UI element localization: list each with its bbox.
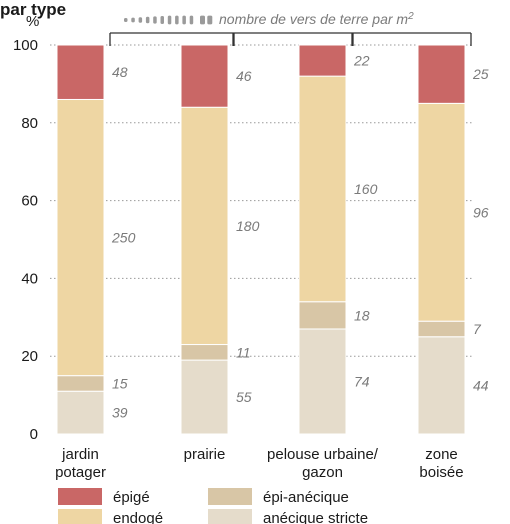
- legend-swatch: [208, 488, 252, 505]
- bar-segment: [298, 75, 347, 303]
- legend-label: épigé: [113, 489, 150, 506]
- count-label: 18: [354, 307, 370, 323]
- count-label: 48: [112, 64, 128, 80]
- legend-swatch: [58, 488, 102, 505]
- count-label: 7: [473, 321, 482, 337]
- legend-item: endogé: [58, 509, 163, 524]
- bar-segment: [56, 375, 105, 392]
- bar-segment: [417, 320, 466, 338]
- grid-lines: [50, 44, 473, 357]
- y-axis: % 0 20 40 60 80 100: [13, 13, 39, 443]
- y-axis-unit: %: [26, 13, 39, 30]
- category-label: prairie: [184, 446, 226, 463]
- legend-swatch: [58, 509, 102, 524]
- y-tick-label: 40: [21, 270, 38, 287]
- count-label: 160: [354, 181, 378, 197]
- bar-segment: [298, 328, 347, 435]
- category-label: jardin potager: [55, 446, 106, 481]
- y-tick-label: 20: [21, 348, 38, 365]
- bars: [56, 44, 466, 435]
- count-label: 39: [112, 405, 128, 421]
- bar-segment: [56, 44, 105, 100]
- count-label: 180: [236, 218, 260, 234]
- count-label: 22: [353, 53, 370, 69]
- count-label: 11: [236, 344, 251, 360]
- count-label: 25: [472, 66, 489, 82]
- bar-segment: [56, 390, 105, 435]
- bar-segment: [417, 336, 466, 435]
- category-label: pelouse urbaine/gazon: [267, 446, 379, 481]
- category-labels: jardin potager prairie pelouse urbaine/gazo…: [55, 446, 464, 481]
- bar-segment: [180, 44, 229, 108]
- legend: épigé épi-anécique endogé anécique stricte: [58, 488, 368, 524]
- y-tick-label: 0: [30, 426, 38, 443]
- page-title: par type: [0, 0, 67, 19]
- value-labels: 39 15 250 48 55 11 180 46 74 18 160 22 44 7 96 25: [111, 53, 489, 421]
- count-label: 44: [473, 377, 489, 393]
- count-label: 15: [112, 375, 128, 391]
- bar-segment: [180, 344, 229, 361]
- earthworm-icon: [124, 15, 213, 25]
- y-tick-label: 80: [21, 115, 38, 132]
- bar-segment: [56, 98, 105, 377]
- legend-item: anécique stricte: [208, 509, 368, 524]
- bar-segment: [417, 102, 466, 322]
- legend-swatch: [208, 509, 252, 524]
- legend-label: endogé: [113, 510, 163, 524]
- count-label: 74: [354, 373, 370, 389]
- bar-segment: [298, 44, 347, 77]
- count-label: 46: [236, 68, 252, 84]
- category-label: zone boisée: [419, 446, 463, 481]
- legend-label: anécique stricte: [263, 510, 368, 524]
- y-tick-label: 60: [21, 193, 38, 210]
- bar-segment: [180, 106, 229, 346]
- bar-segment: [180, 359, 229, 435]
- count-label: 250: [111, 230, 136, 246]
- bar-segment: [298, 301, 347, 330]
- legend-label: épi-anécique: [263, 489, 349, 506]
- count-label: 55: [236, 389, 252, 405]
- legend-item: épigé: [58, 488, 150, 506]
- legend-item: épi-anécique: [208, 488, 349, 506]
- bar-segment: [417, 44, 466, 104]
- count-label: 96: [473, 204, 489, 220]
- y-tick-label: 100: [13, 37, 38, 54]
- annotation: nombre de vers de terre par m2: [109, 11, 472, 46]
- annotation-bracket: [109, 32, 472, 46]
- annotation-text: nombre de vers de terre par m2: [219, 11, 414, 27]
